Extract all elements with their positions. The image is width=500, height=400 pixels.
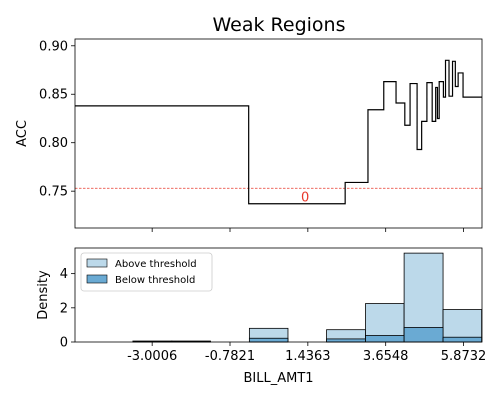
accuracy-y-tick-label: 0.75 xyxy=(39,185,68,200)
legend-swatch-below xyxy=(86,274,108,284)
density-y-ticks: 0 2 4 xyxy=(60,267,75,351)
below-threshold-bar xyxy=(442,336,483,343)
legend: Above threshold Below threshold xyxy=(80,252,213,292)
legend-box xyxy=(80,252,213,292)
density-x-ticks: -3.0006 -0.7821 1.4363 3.6548 5.8732 xyxy=(127,342,486,364)
below-threshold-bar xyxy=(326,338,366,343)
below-threshold-bar xyxy=(403,327,444,343)
weak-region-label: 0 xyxy=(301,190,309,205)
accuracy-panel: 0.75 0.80 0.85 0.90 0 ACC xyxy=(15,38,483,232)
density-y-tick-label: 2 xyxy=(60,301,68,316)
accuracy-y-ticks: 0.75 0.80 0.85 0.90 xyxy=(39,39,75,200)
accuracy-x-ticks xyxy=(151,228,464,232)
density-x-label: BILL_AMT1 xyxy=(243,371,313,386)
density-x-tick-label: -3.0006 xyxy=(127,349,177,364)
density-y-tick-label: 4 xyxy=(60,267,68,282)
accuracy-axes-frame xyxy=(74,38,483,229)
density-panel: 0 2 4 -3.0006 -0.7821 1.4363 3.6548 5.8732 Den… xyxy=(36,247,486,386)
density-y-tick-label: 0 xyxy=(60,336,68,351)
accuracy-y-tick-label: 0.80 xyxy=(39,136,68,151)
density-x-tick-label: 5.8732 xyxy=(441,349,487,364)
accuracy-y-tick-label: 0.90 xyxy=(39,39,68,54)
accuracy-y-label: ACC xyxy=(15,120,30,147)
below-threshold-bar xyxy=(365,335,405,343)
chart-title: Weak Regions xyxy=(213,14,346,36)
density-y-label: Density xyxy=(36,270,51,320)
legend-label-above: Above threshold xyxy=(115,259,197,270)
density-axes-frame xyxy=(74,247,483,343)
legend-swatch-above xyxy=(86,258,108,268)
accuracy-series-line xyxy=(75,59,482,205)
accuracy-y-tick-label: 0.85 xyxy=(39,88,68,103)
density-x-tick-label: 1.4363 xyxy=(285,349,331,364)
density-x-tick-label: -0.7821 xyxy=(205,349,255,364)
density-x-tick-label: 3.6548 xyxy=(363,349,409,364)
below-threshold-bar xyxy=(248,337,289,343)
density-bars xyxy=(132,252,483,343)
legend-label-below: Below threshold xyxy=(115,275,195,286)
